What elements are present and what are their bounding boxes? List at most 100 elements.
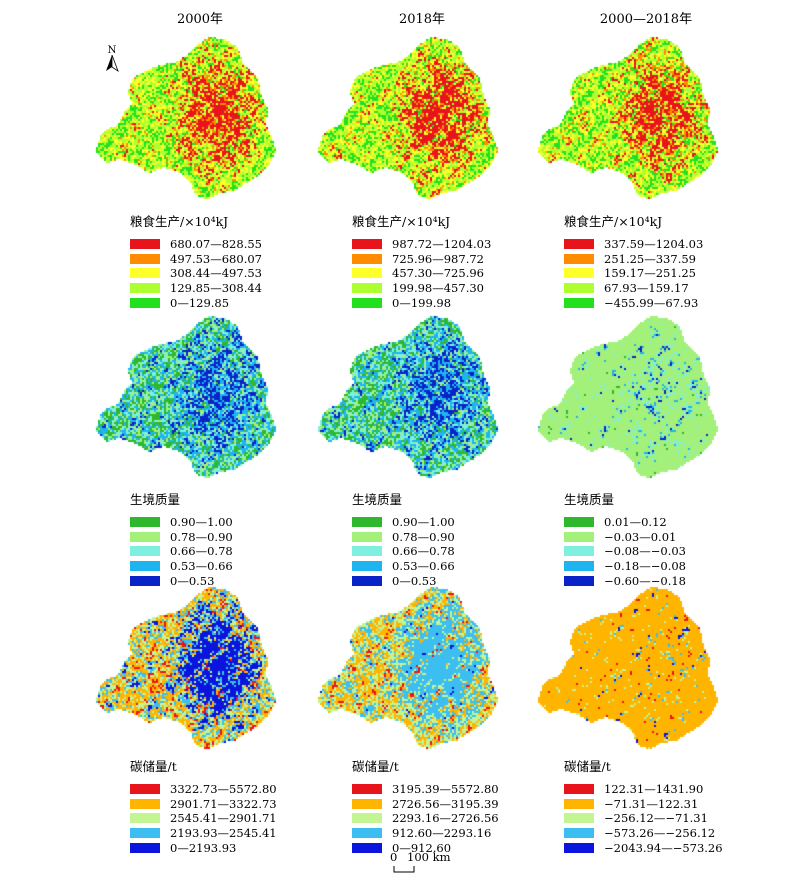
legend-swatch	[564, 283, 594, 294]
legend-item: 3322.73—5572.80	[130, 782, 277, 797]
legend-title: 碳储量/t	[564, 759, 611, 774]
legend-label: 337.59—1204.03	[604, 237, 704, 252]
legend-label: 0—0.53	[170, 573, 215, 588]
map-carbon-2000	[92, 583, 282, 753]
legend-item: 159.17—251.25	[564, 266, 703, 281]
legend-label: 2901.71—3322.73	[170, 796, 277, 811]
legend-swatch	[564, 531, 594, 542]
legend-item: 3195.39—5572.80	[352, 782, 499, 797]
legend-label: 0—2193.93	[170, 840, 237, 855]
legend-item: 0.01—0.12	[564, 515, 686, 530]
legend-habitat-2018: 生境质量 0.90—1.00 0.78—0.90 0.66—0.78 0.53—…	[352, 489, 455, 588]
legend-swatch	[352, 561, 382, 572]
legend-swatch	[564, 561, 594, 572]
map-grain-2018	[314, 33, 504, 203]
legend-item: 0.53—0.66	[352, 559, 455, 574]
legend-swatch	[352, 531, 382, 542]
legend-label: 0.78—0.90	[392, 529, 455, 544]
legend-label: 0.78—0.90	[170, 529, 233, 544]
legend-label: 251.25—337.59	[604, 251, 696, 266]
legend-item: 0.90—1.00	[130, 515, 233, 530]
map-habitat-2000	[92, 312, 282, 482]
legend-swatch	[352, 517, 382, 528]
legend-label: 497.53—680.07	[170, 251, 262, 266]
legend-label: 0—199.98	[392, 295, 452, 310]
map-grain-change	[534, 33, 724, 203]
legend-item: 337.59—1204.03	[564, 237, 703, 252]
legend-item: −256.12—−71.31	[564, 811, 723, 826]
column-title-2018: 2018年	[398, 12, 446, 27]
scale-distance-label: 100 km	[407, 850, 451, 864]
legend-item: 2293.16—2726.56	[352, 811, 499, 826]
legend-swatch	[130, 575, 160, 586]
map-habitat-change	[534, 312, 724, 482]
legend-label: 0—912.60	[392, 840, 452, 855]
legend-item: 680.07—828.55	[130, 237, 262, 252]
legend-title: 碳储量/t	[130, 759, 177, 774]
legend-title: 生境质量	[352, 492, 403, 507]
legend-label: 680.07—828.55	[170, 237, 262, 252]
legend-swatch	[130, 798, 160, 809]
legend-swatch	[564, 517, 594, 528]
legend-label: −455.99—67.93	[604, 295, 699, 310]
legend-label: 3195.39—5572.80	[392, 782, 499, 797]
legend-item: 0—0.53	[352, 573, 455, 588]
legend-label: 0—0.53	[392, 573, 437, 588]
legend-swatch	[130, 531, 160, 542]
legend-swatch	[564, 798, 594, 809]
legend-swatch	[564, 253, 594, 264]
legend-item: −0.08—−0.03	[564, 544, 686, 559]
legend-grain-change: 粮食生产/×10⁴kJ 337.59—1204.03 251.25—337.59…	[564, 211, 703, 310]
legend-label: 725.96—987.72	[392, 251, 484, 266]
legend-label: 0.90—1.00	[392, 515, 455, 530]
scale-bar: 0 100 km	[375, 850, 455, 878]
map-carbon-change	[534, 583, 724, 753]
legend-swatch	[352, 253, 382, 264]
legend-swatch	[564, 297, 594, 308]
legend-item: 0—0.53	[130, 573, 233, 588]
legend-label: 129.85—308.44	[170, 281, 262, 296]
legend-item: 122.31—1431.90	[564, 782, 723, 797]
legend-item: 0.78—0.90	[352, 530, 455, 545]
legend-swatch	[564, 239, 594, 250]
map-grain-2000	[92, 33, 282, 203]
legend-grain-2000: 粮食生产/×10⁴kJ 680.07—828.55 497.53—680.07 …	[130, 211, 262, 310]
legend-label: 0.66—0.78	[170, 544, 233, 559]
legend-label: 0.53—0.66	[392, 559, 455, 574]
column-title-change: 2000—2018年	[599, 12, 693, 27]
legend-item: 0.78—0.90	[130, 530, 233, 545]
legend-item: 199.98—457.30	[352, 281, 491, 296]
legend-label: −256.12—−71.31	[604, 811, 708, 826]
legend-label: 0.90—1.00	[170, 515, 233, 530]
legend-item: −0.03—0.01	[564, 530, 686, 545]
legend-item: 2726.56—3195.39	[352, 797, 499, 812]
legend-label: 3322.73—5572.80	[170, 782, 277, 797]
legend-label: −71.31—122.31	[604, 796, 699, 811]
legend-swatch	[352, 283, 382, 294]
legend-carbon-change: 碳储量/t 122.31—1431.90 −71.31—122.31 −256.…	[564, 756, 723, 855]
legend-swatch	[130, 784, 160, 795]
legend-title: 粮食生产/×10⁴kJ	[564, 214, 663, 229]
legend-title: 生境质量	[130, 492, 181, 507]
legend-item: 0—129.85	[130, 295, 262, 310]
legend-label: 159.17—251.25	[604, 266, 696, 281]
legend-item: 0.53—0.66	[130, 559, 233, 574]
legend-swatch	[130, 546, 160, 557]
legend-swatch	[352, 813, 382, 824]
legend-item: 0.90—1.00	[352, 515, 455, 530]
legend-swatch	[564, 784, 594, 795]
legend-item: −0.18—−0.08	[564, 559, 686, 574]
legend-swatch	[130, 283, 160, 294]
legend-label: 0.53—0.66	[170, 559, 233, 574]
legend-swatch	[352, 828, 382, 839]
legend-title: 粮食生产/×10⁴kJ	[352, 214, 451, 229]
legend-swatch	[130, 828, 160, 839]
legend-item: 0.66—0.78	[352, 544, 455, 559]
legend-label: 0.66—0.78	[392, 544, 455, 559]
legend-item: −2043.94—−573.26	[564, 840, 723, 855]
legend-item: 0.66—0.78	[130, 544, 233, 559]
legend-label: 122.31—1431.90	[604, 782, 704, 797]
legend-item: 0—199.98	[352, 295, 491, 310]
legend-item: −573.26—−256.12	[564, 826, 723, 841]
legend-item: 2545.41—2901.71	[130, 811, 277, 826]
